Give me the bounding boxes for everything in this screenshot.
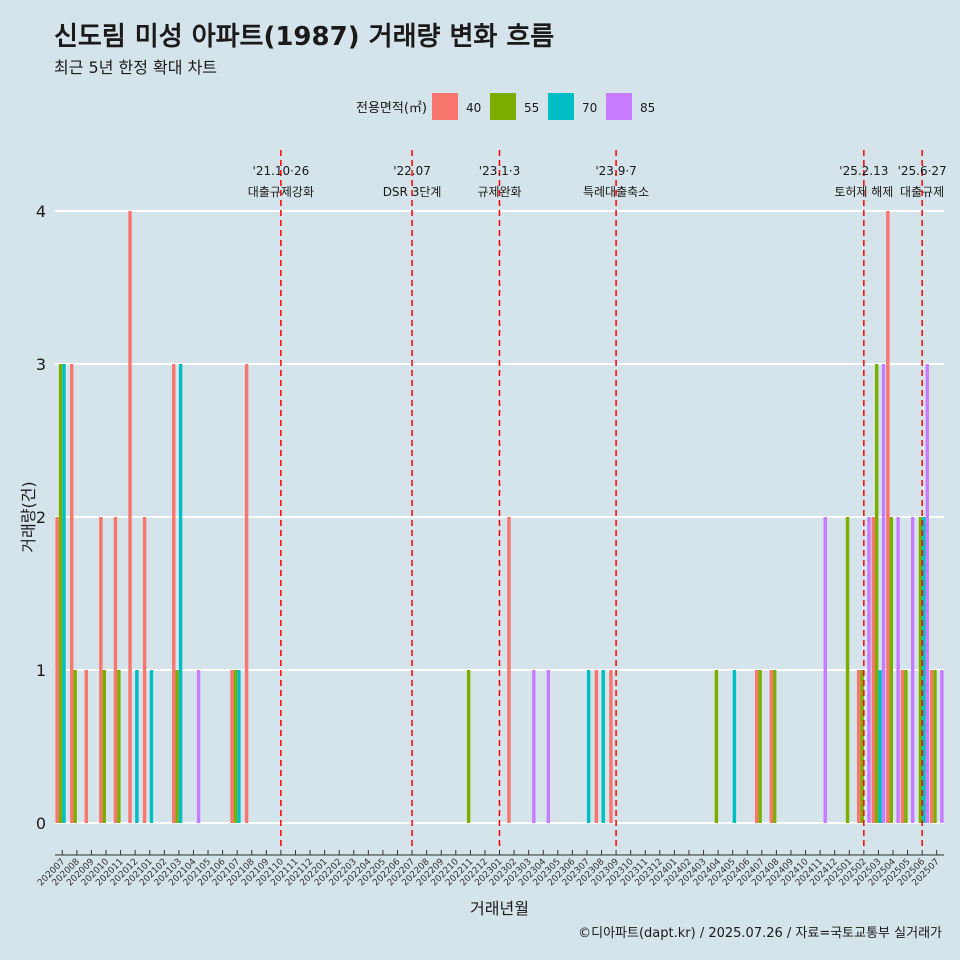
bar	[128, 211, 132, 823]
bar	[117, 670, 121, 823]
bar	[73, 670, 77, 823]
bar	[904, 670, 908, 823]
x-axis-title: 거래년월	[470, 899, 529, 918]
bar	[874, 364, 879, 823]
annotation-date: '21.10·26	[253, 164, 310, 178]
y-tick-label: 1	[36, 661, 46, 680]
legend-title: 전용면적(㎡)	[356, 101, 427, 116]
bar	[867, 517, 871, 823]
bar	[178, 364, 183, 823]
bar	[881, 364, 886, 823]
bar	[910, 517, 915, 823]
annotation-date: '23.9·7	[595, 164, 636, 178]
reference-lines: '21.10·26 대출규제강화 '22.07 DSR 3단계 '23.1·3 규제완화 '…	[248, 150, 947, 850]
bar	[466, 670, 471, 823]
bars	[55, 211, 944, 823]
bar	[149, 670, 154, 823]
y-tick-label: 0	[36, 814, 46, 833]
bar	[929, 670, 934, 823]
annotation-label: 대출규제강화	[248, 185, 314, 199]
bar	[925, 364, 929, 823]
annotation-date: '22.07	[393, 164, 431, 178]
bar	[714, 670, 719, 823]
bar	[940, 670, 944, 823]
bar	[532, 670, 536, 823]
bar	[886, 211, 890, 823]
bar	[609, 670, 613, 823]
bar	[244, 364, 249, 823]
bar	[175, 670, 179, 823]
bar	[196, 670, 201, 823]
bar	[900, 670, 905, 823]
bar	[845, 517, 850, 823]
bar	[230, 670, 234, 823]
bar	[772, 670, 777, 823]
legend-label: 85	[640, 101, 655, 115]
bar	[237, 670, 241, 823]
bar	[918, 517, 923, 823]
legend-label: 55	[524, 101, 539, 115]
annotation-label: 규제완화	[477, 185, 521, 199]
annotation-label: 특례대출축소	[583, 185, 649, 199]
bar	[856, 670, 861, 823]
bar	[732, 670, 737, 823]
bar	[860, 670, 864, 823]
bar	[142, 517, 147, 823]
annotation-label: 대출규제	[900, 185, 944, 199]
annotation-label: DSR 3단계	[383, 185, 442, 199]
bar	[871, 517, 875, 823]
legend-swatch	[490, 93, 516, 120]
y-axis-title: 거래량(건)	[19, 481, 38, 552]
legend-swatch	[432, 93, 458, 120]
bar	[55, 517, 59, 823]
chart-title: 신도림 미성 아파트(1987) 거래량 변화 흐름	[54, 22, 555, 52]
annotation-date: '25.2.13	[839, 164, 888, 178]
bar	[878, 670, 882, 823]
bar	[172, 364, 176, 823]
y-tick-label: 4	[36, 202, 46, 221]
source-caption: ©디아파트(dapt.kr) / 2025.07.26 / 자료=국토교통부 실…	[578, 926, 942, 941]
bar	[70, 364, 74, 823]
bar	[933, 670, 937, 823]
bar	[594, 670, 599, 823]
axes: 0123420200720200820200920201020201120201…	[19, 202, 944, 918]
chart-subtitle: 최근 5년 한정 확대 차트	[54, 58, 218, 77]
bar	[99, 517, 103, 823]
bar	[758, 670, 762, 823]
bar	[233, 670, 238, 823]
annotation-date: '25.6·27	[898, 164, 947, 178]
bar	[889, 517, 893, 823]
bar	[769, 670, 773, 823]
annotation-date: '23.1·3	[479, 164, 520, 178]
bar	[586, 670, 591, 823]
y-tick-label: 2	[36, 508, 46, 527]
bar	[507, 517, 511, 823]
legend-swatch	[606, 93, 632, 120]
legend-label: 40	[466, 101, 481, 115]
bar	[135, 670, 139, 823]
bar	[896, 517, 900, 823]
bar	[102, 670, 107, 823]
bar	[546, 670, 551, 823]
bar	[62, 364, 66, 823]
bar	[84, 670, 89, 823]
bar	[601, 670, 605, 823]
bar	[113, 517, 118, 823]
y-tick-label: 3	[36, 355, 46, 374]
legend-swatch	[548, 93, 574, 120]
bar	[58, 364, 63, 823]
annotation-label: 토허제 해제	[834, 185, 893, 199]
bar	[922, 517, 926, 823]
legend: 전용면적(㎡) 40 55 70 85	[356, 93, 655, 120]
bar	[754, 670, 759, 823]
legend-label: 70	[582, 101, 597, 115]
bar	[823, 517, 827, 823]
